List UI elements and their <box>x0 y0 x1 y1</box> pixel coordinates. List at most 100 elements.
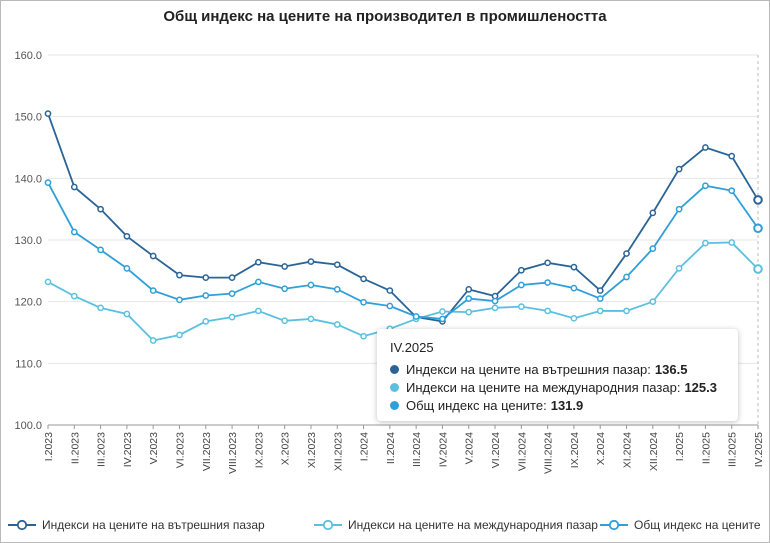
data-point[interactable] <box>649 209 657 217</box>
data-point[interactable] <box>255 278 262 286</box>
data-point[interactable] <box>202 292 210 299</box>
data-point[interactable] <box>623 250 630 257</box>
data-point[interactable] <box>307 315 315 323</box>
data-point[interactable] <box>307 258 315 265</box>
data-point[interactable] <box>176 296 183 304</box>
data-point[interactable] <box>281 263 289 270</box>
data-point[interactable] <box>439 308 446 315</box>
data-point[interactable] <box>123 265 131 272</box>
data-point[interactable] <box>44 278 52 286</box>
x-tick-label: VI.2024 <box>490 432 502 468</box>
data-point[interactable] <box>649 245 657 252</box>
series-1 <box>44 239 763 344</box>
data-point[interactable] <box>44 179 52 186</box>
x-tick-label: I.2023 <box>43 432 55 461</box>
data-point[interactable] <box>544 259 551 267</box>
x-tick-label: III.2024 <box>411 432 423 467</box>
legend-line-marker-icon <box>8 519 36 531</box>
data-point[interactable] <box>307 281 315 289</box>
data-point[interactable] <box>544 307 551 315</box>
legend-line-marker-icon <box>314 519 342 531</box>
data-point[interactable] <box>728 187 736 195</box>
data-point[interactable] <box>465 308 473 316</box>
data-point[interactable] <box>491 297 499 305</box>
data-point[interactable] <box>255 258 262 266</box>
legend-label-international: Индекси на цените на международния пазар <box>348 518 598 532</box>
x-tick-label: II.2024 <box>385 432 397 464</box>
data-point[interactable] <box>360 298 367 306</box>
data-point[interactable] <box>97 304 104 312</box>
data-point[interactable] <box>333 285 341 293</box>
data-point[interactable] <box>97 205 104 213</box>
data-point[interactable] <box>517 303 525 310</box>
data-point[interactable] <box>596 287 604 294</box>
data-point[interactable] <box>281 285 289 293</box>
data-point[interactable] <box>255 307 262 315</box>
tooltip-value-total: 131.9 <box>550 398 584 413</box>
tooltip-dot-total <box>390 401 399 410</box>
legend-item-total[interactable]: Общ индекс на цените <box>600 518 761 532</box>
data-point[interactable] <box>228 274 236 281</box>
chart-title: Общ индекс на цените на производител в п… <box>163 8 607 25</box>
data-point[interactable] <box>44 110 52 117</box>
data-point[interactable] <box>753 264 763 274</box>
data-point[interactable] <box>702 182 709 190</box>
data-point[interactable] <box>386 287 394 294</box>
data-point[interactable] <box>544 279 551 286</box>
data-point[interactable] <box>386 302 394 310</box>
data-point[interactable] <box>97 246 104 254</box>
series-2 <box>44 179 763 323</box>
x-tick-label: IX.2023 <box>253 432 265 468</box>
data-point[interactable] <box>623 273 630 281</box>
data-point[interactable] <box>333 321 341 328</box>
data-point[interactable] <box>753 223 763 234</box>
data-point[interactable] <box>570 314 578 322</box>
data-point[interactable] <box>333 261 341 269</box>
data-point[interactable] <box>649 298 657 306</box>
data-point[interactable] <box>149 337 157 344</box>
data-point[interactable] <box>123 232 131 240</box>
data-point[interactable] <box>728 152 736 160</box>
data-point[interactable] <box>176 331 183 339</box>
data-point[interactable] <box>228 313 236 321</box>
data-point[interactable] <box>70 183 78 191</box>
y-tick-label: 150.0 <box>14 112 42 124</box>
data-point[interactable] <box>465 295 473 302</box>
data-point[interactable] <box>675 165 683 173</box>
data-point[interactable] <box>728 239 736 246</box>
data-point[interactable] <box>123 310 131 318</box>
data-point[interactable] <box>596 295 604 302</box>
data-point[interactable] <box>176 271 183 279</box>
data-point[interactable] <box>202 318 210 325</box>
data-point[interactable] <box>412 313 420 320</box>
legend-label-domestic: Индекси на цените на вътрешния пазар <box>42 518 265 532</box>
data-point[interactable] <box>517 266 525 274</box>
series-0 <box>44 110 763 325</box>
legend-item-international[interactable]: Индекси на цените на международния пазар <box>314 518 598 532</box>
data-point[interactable] <box>517 281 525 289</box>
data-point[interactable] <box>149 252 157 260</box>
data-point[interactable] <box>149 287 157 294</box>
y-tick-label: 130.0 <box>14 235 42 247</box>
data-point[interactable] <box>675 265 683 272</box>
data-point[interactable] <box>675 205 683 213</box>
data-point[interactable] <box>702 239 709 247</box>
data-point[interactable] <box>70 292 78 300</box>
data-point[interactable] <box>439 315 446 323</box>
x-tick-label: XI.2024 <box>622 432 634 468</box>
data-point[interactable] <box>491 304 499 312</box>
data-point[interactable] <box>623 307 630 315</box>
data-point[interactable] <box>465 285 473 293</box>
data-point[interactable] <box>70 228 78 236</box>
data-point[interactable] <box>702 144 709 151</box>
data-point[interactable] <box>202 274 210 281</box>
data-point[interactable] <box>360 275 367 283</box>
legend-item-domestic[interactable]: Индекси на цените на вътрешния пазар <box>8 518 265 532</box>
data-point[interactable] <box>228 290 236 297</box>
data-point[interactable] <box>596 307 604 315</box>
data-point[interactable] <box>360 332 367 340</box>
data-point[interactable] <box>570 263 578 271</box>
data-point[interactable] <box>570 284 578 292</box>
data-point[interactable] <box>281 317 289 325</box>
data-point[interactable] <box>753 195 763 205</box>
